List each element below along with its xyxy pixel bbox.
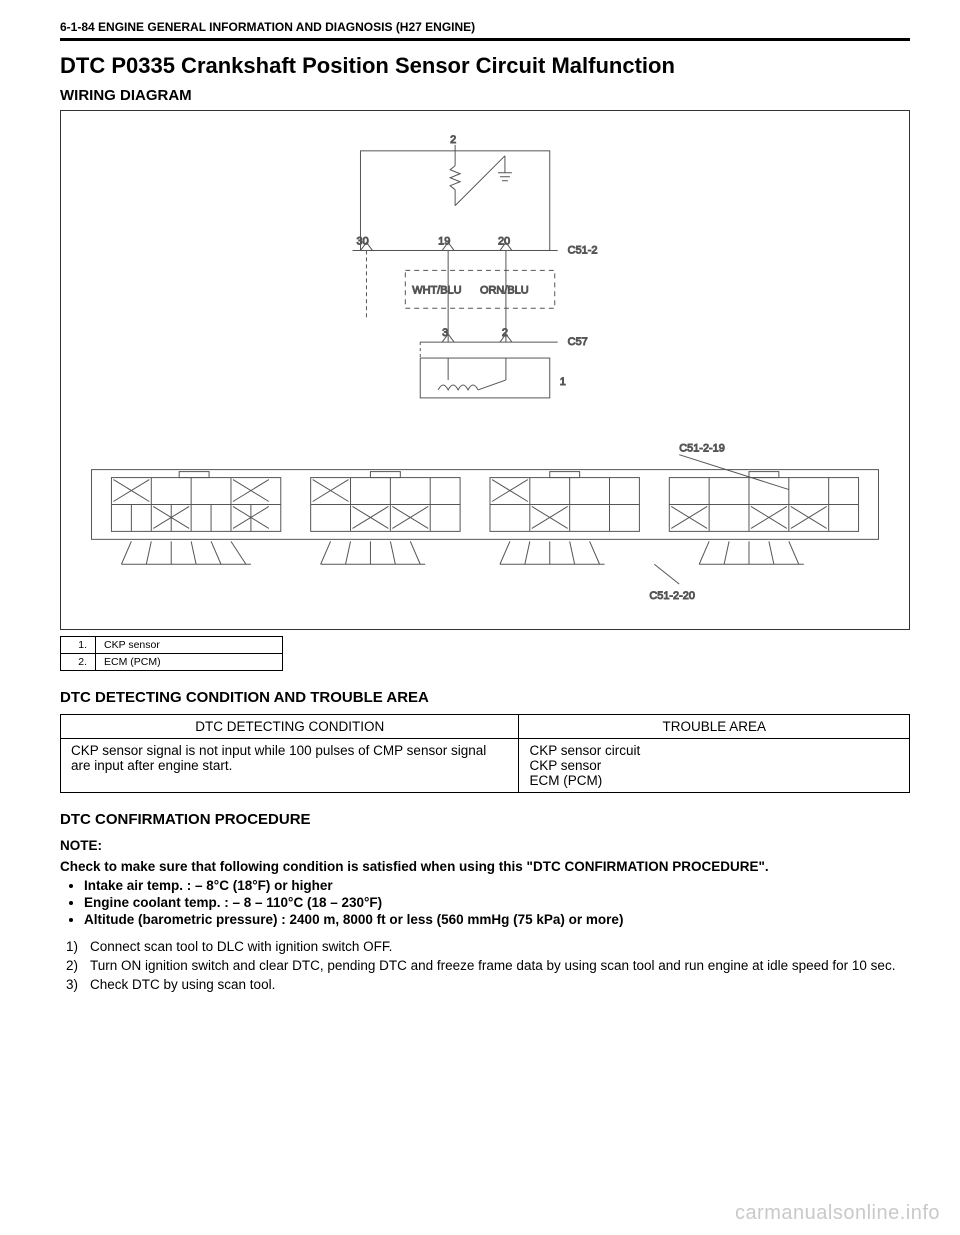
diagram-wire-wht-blu: WHT/BLU xyxy=(412,284,461,296)
diagram-sensor-label: 1 xyxy=(560,376,566,388)
trouble-item: CKP sensor circuit xyxy=(529,743,899,758)
procedure-step: Turn ON ignition switch and clear DTC, p… xyxy=(66,958,910,973)
legend-num: 1. xyxy=(61,637,96,654)
diagram-label-2: 2 xyxy=(450,134,456,146)
wiring-diagram-svg: 2 C51-2 30 19 xyxy=(61,111,909,629)
diagram-pin-30: 30 xyxy=(356,235,368,247)
section-detecting-heading: DTC DETECTING CONDITION AND TROUBLE AREA xyxy=(60,689,910,706)
note-text: Check to make sure that following condit… xyxy=(60,859,910,874)
note-bullet: Engine coolant temp. : – 8 – 110°C (18 –… xyxy=(84,895,910,910)
legend-num: 2. xyxy=(61,654,96,671)
diagram-wire-orn-blu: ORN/BLU xyxy=(480,284,529,296)
table-row: CKP sensor signal is not input while 100… xyxy=(61,739,910,793)
watermark: carmanualsonline.info xyxy=(735,1202,940,1225)
page-title: DTC P0335 Crankshaft Position Sensor Cir… xyxy=(60,53,910,79)
diagram-label-connector-top: C51-2 xyxy=(568,244,598,256)
diagram-legend-table: 1. CKP sensor 2. ECM (PCM) xyxy=(60,636,283,671)
legend-row: 1. CKP sensor xyxy=(61,637,283,654)
wiring-diagram: 2 C51-2 30 19 xyxy=(60,110,910,630)
legend-label: CKP sensor xyxy=(96,637,283,654)
procedure-list: Connect scan tool to DLC with ignition s… xyxy=(60,939,910,992)
diagram-callout-c51-2-20: C51-2-20 xyxy=(649,590,695,602)
dtc-header-condition: DTC DETECTING CONDITION xyxy=(61,715,519,739)
legend-label: ECM (PCM) xyxy=(96,654,283,671)
section-confirmation-heading: DTC CONFIRMATION PROCEDURE xyxy=(60,811,910,828)
table-header-row: DTC DETECTING CONDITION TROUBLE AREA xyxy=(61,715,910,739)
note-bullet-list: Intake air temp. : – 8°C (18°F) or highe… xyxy=(60,878,910,927)
dtc-table: DTC DETECTING CONDITION TROUBLE AREA CKP… xyxy=(60,714,910,793)
trouble-item: CKP sensor xyxy=(529,758,899,773)
diagram-pin-19: 19 xyxy=(438,235,450,247)
diagram-pin-20: 20 xyxy=(498,235,510,247)
diagram-label-connector-mid: C57 xyxy=(568,336,588,348)
note-bullet: Intake air temp. : – 8°C (18°F) or highe… xyxy=(84,878,910,893)
section-wiring-heading: WIRING DIAGRAM xyxy=(60,87,910,104)
note-block: NOTE: Check to make sure that following … xyxy=(60,838,910,927)
note-bullet: Altitude (barometric pressure) : 2400 m,… xyxy=(84,912,910,927)
procedure-step: Connect scan tool to DLC with ignition s… xyxy=(66,939,910,954)
diagram-pin-2: 2 xyxy=(502,327,508,339)
dtc-header-trouble: TROUBLE AREA xyxy=(519,715,910,739)
diagram-callout-c51-2-19: C51-2-19 xyxy=(679,443,725,455)
dtc-trouble-cell: CKP sensor circuit CKP sensor ECM (PCM) xyxy=(519,739,910,793)
dtc-condition-cell: CKP sensor signal is not input while 100… xyxy=(61,739,519,793)
page-header: 6-1-84 ENGINE GENERAL INFORMATION AND DI… xyxy=(60,20,910,41)
trouble-item: ECM (PCM) xyxy=(529,773,899,788)
legend-row: 2. ECM (PCM) xyxy=(61,654,283,671)
procedure-step: Check DTC by using scan tool. xyxy=(66,977,910,992)
note-label: NOTE: xyxy=(60,838,910,853)
diagram-pin-3: 3 xyxy=(442,327,448,339)
